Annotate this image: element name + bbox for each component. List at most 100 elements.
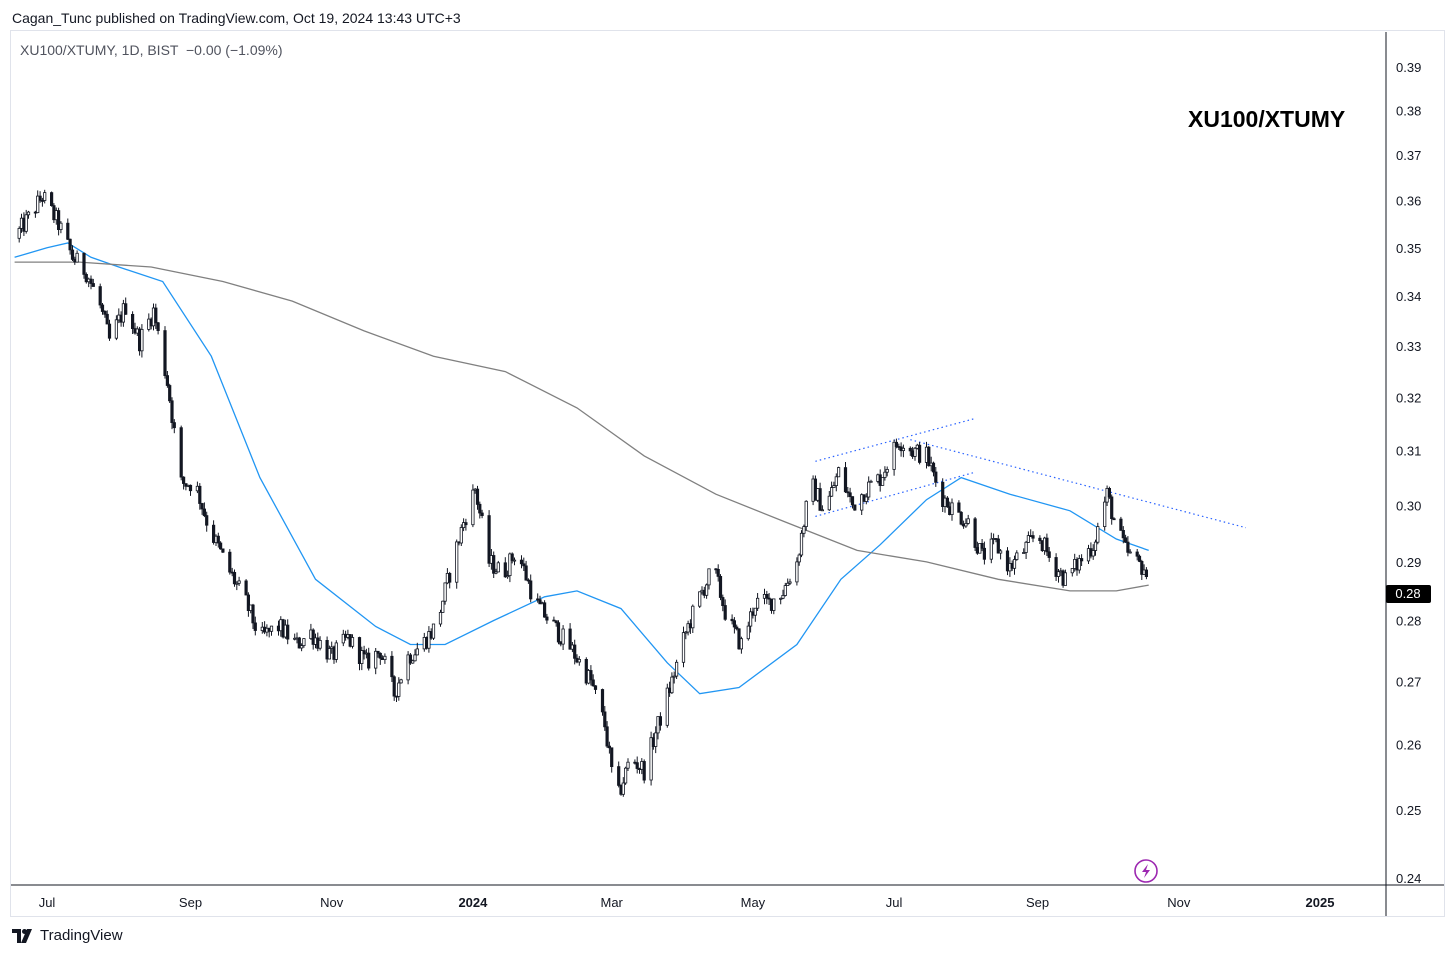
candle (1054, 553, 1058, 581)
candle (1112, 517, 1116, 521)
footer-brand[interactable]: TradingView (12, 927, 123, 944)
price-axis-ticks: 0.39 0.38 0.37 0.36 0.35 0.34 0.33 0.32 0.31 0.30… (1396, 60, 1421, 886)
candle (908, 446, 912, 456)
candle (91, 278, 95, 287)
candle (610, 747, 614, 773)
candle (1022, 548, 1026, 554)
candle (1045, 533, 1049, 556)
candle (341, 629, 345, 647)
trendline[interactable] (815, 471, 976, 517)
candle (362, 645, 366, 660)
price-tick-label: 0.28 (1396, 614, 1421, 629)
candle (1126, 536, 1130, 557)
candle (964, 518, 968, 528)
candle (786, 578, 790, 586)
candle (860, 493, 864, 515)
candle (781, 589, 785, 600)
time-tick-label: Jul (886, 895, 903, 910)
candle (475, 485, 480, 510)
price-tick-label: 0.31 (1396, 444, 1421, 459)
candle (383, 653, 387, 664)
lightning-icon[interactable] (1134, 859, 1158, 883)
candle (621, 777, 625, 797)
candle (374, 648, 378, 675)
last-price-label: 0.28 (1395, 586, 1420, 601)
candle (459, 524, 463, 546)
candle (107, 319, 112, 341)
candle (626, 758, 630, 771)
candle (554, 620, 558, 627)
footer-brand-label: TradingView (40, 927, 123, 944)
candle (927, 445, 931, 467)
candle (746, 621, 750, 641)
candle (487, 510, 491, 567)
candle (17, 226, 21, 243)
candle (367, 647, 371, 671)
candle (654, 726, 658, 754)
candle (75, 250, 79, 263)
price-tick-label: 0.34 (1396, 289, 1421, 304)
candle (950, 498, 954, 521)
candle (84, 272, 88, 284)
candle (251, 603, 255, 629)
candle (568, 623, 572, 650)
candle (179, 425, 183, 481)
symbol-legend[interactable]: XU100/XTUMY, 1D, BIST −0.00 (−1.09%) (20, 42, 283, 58)
candle (698, 591, 702, 608)
price-tick-label: 0.35 (1396, 241, 1421, 256)
candle (834, 473, 838, 492)
moving-average-line (14, 261, 1149, 592)
candle (205, 511, 209, 532)
candle (211, 520, 216, 545)
candle (524, 560, 528, 581)
candles (17, 189, 1148, 797)
candle (681, 626, 686, 668)
last-price-tag: 0.28 (1386, 585, 1431, 603)
candle (867, 476, 871, 501)
candle (427, 626, 431, 653)
trendlines[interactable] (815, 417, 1247, 529)
candle (735, 624, 739, 631)
publisher-line: Cagan_Tunc published on TradingView.com,… (12, 10, 461, 26)
candle (378, 652, 382, 665)
candle (691, 604, 695, 633)
candle (334, 640, 338, 663)
candle (1096, 522, 1100, 545)
candle (1070, 568, 1074, 577)
candle (850, 496, 855, 509)
candle (830, 481, 834, 497)
candle (154, 303, 158, 329)
candle (999, 549, 1003, 560)
trendline[interactable] (815, 417, 976, 462)
candle (202, 502, 206, 518)
candle (649, 731, 653, 786)
candle (945, 496, 950, 508)
candle (799, 530, 804, 558)
candle (480, 509, 484, 519)
candle (1128, 549, 1132, 554)
candle (181, 476, 186, 490)
candle (753, 607, 757, 622)
candle (455, 539, 459, 589)
trendline[interactable] (910, 439, 1247, 529)
candle (989, 532, 993, 564)
candle (519, 555, 524, 569)
candle (218, 541, 223, 550)
candle (443, 582, 447, 605)
time-tick-label: 2025 (1306, 895, 1335, 910)
candle (716, 564, 720, 582)
time-tick-label: Nov (1167, 895, 1191, 910)
candle (156, 322, 160, 335)
candle (471, 484, 475, 528)
candle (1093, 539, 1098, 556)
candle (670, 672, 674, 694)
candle (820, 505, 825, 512)
candle (394, 695, 399, 702)
candle (1031, 531, 1035, 543)
candle (783, 582, 787, 597)
candle (505, 570, 510, 579)
candle (772, 598, 776, 615)
candle (216, 532, 220, 548)
candle (36, 190, 40, 214)
